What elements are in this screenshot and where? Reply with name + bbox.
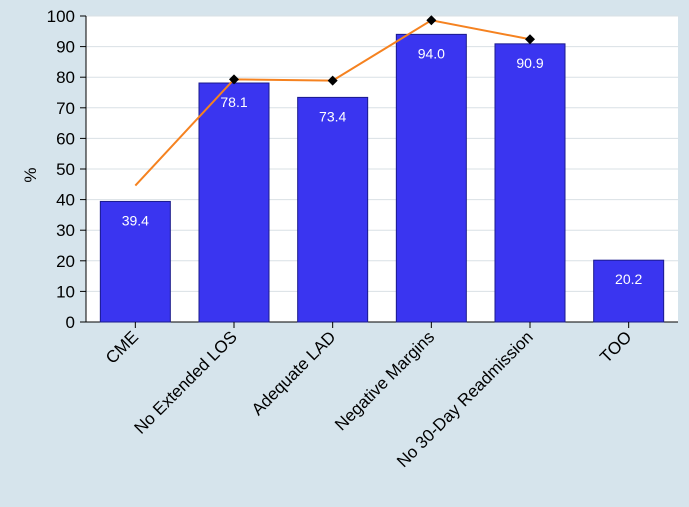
y-tick-label: 80 xyxy=(56,68,75,87)
y-tick-label: 10 xyxy=(56,282,75,301)
bar-value-label: 20.2 xyxy=(615,271,642,287)
trend-marker xyxy=(525,34,535,45)
trend-marker xyxy=(229,74,239,85)
trend-marker xyxy=(426,15,437,26)
bar-value-label: 73.4 xyxy=(319,108,346,124)
x-tick-label: Negative Margins xyxy=(331,327,438,434)
bar-value-label: 78.1 xyxy=(220,94,247,110)
y-tick-label: 50 xyxy=(56,160,75,179)
bar xyxy=(395,33,467,323)
x-tick-label: CME xyxy=(102,327,142,367)
x-tick-label: TOO xyxy=(596,327,635,366)
bar xyxy=(494,43,566,323)
y-axis-title: % xyxy=(21,167,40,182)
bar xyxy=(297,96,369,323)
bar-value-label: 39.4 xyxy=(122,212,149,228)
y-tick-label: 40 xyxy=(56,191,75,210)
y-tick-label: 60 xyxy=(56,129,75,148)
trend-marker xyxy=(327,75,338,86)
y-tick-label: 30 xyxy=(56,221,75,240)
y-tick-label: 90 xyxy=(56,38,75,57)
y-tick-label: 20 xyxy=(56,252,75,271)
y-tick-label: 0 xyxy=(66,313,75,332)
x-tick-label: Adequate LAD xyxy=(248,327,340,419)
bar-value-label: 90.9 xyxy=(516,55,543,71)
y-tick-label: 70 xyxy=(56,99,75,118)
bar xyxy=(198,82,270,323)
bar xyxy=(593,259,665,323)
x-tick-label: No Extended LOS xyxy=(130,327,240,437)
y-tick-label: 100 xyxy=(47,7,75,26)
bar-value-label: 94.0 xyxy=(418,45,445,61)
